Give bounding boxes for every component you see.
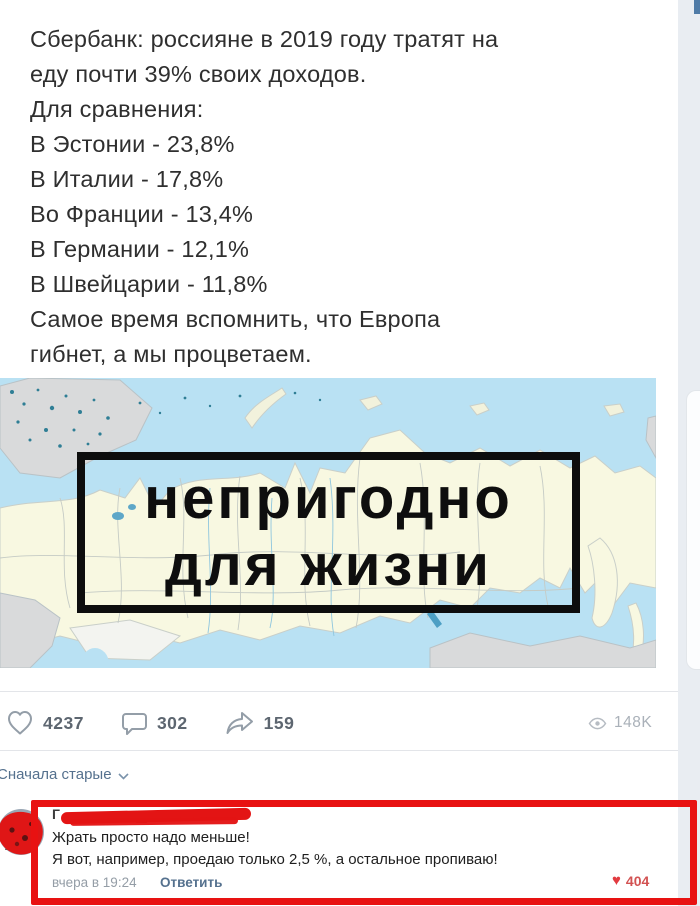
post-line: Во Франции - 13,4% [30,201,254,227]
views-eye-icon [588,717,607,730]
views-count: 148K [614,714,653,731]
post-image-map[interactable]: непригодно для жизни [0,378,656,668]
like-count: 4237 [43,712,84,733]
redaction-scribble [69,817,239,826]
sidebar-widget-edge [686,390,700,670]
meme-stamp-box: непригодно для жизни [77,452,580,613]
like-button[interactable]: 4237 [6,709,84,737]
post-line: Сбербанк: россияне в 2019 году тратят на [30,26,499,52]
comment-like-heart-icon: ♥ [612,872,621,889]
share-button[interactable]: 159 [225,710,295,736]
comment-timestamp: вчера в 19:24 [52,875,137,890]
share-count: 159 [263,712,295,733]
post-line: В Германии - 12,1% [30,236,250,262]
comment-reply-button[interactable]: Ответить [160,875,223,890]
comments-button[interactable]: 302 [121,710,188,737]
comment-text-line1: Жрать просто надо меньше! [52,829,250,846]
post-line: В Швейцарии - 11,8% [30,271,268,297]
meme-text-line2: для жизни [165,533,492,599]
divider [0,691,678,692]
comment-bubble-icon [121,710,148,737]
russia-map-graphic [0,378,656,668]
engagement-bar: 4237 302 159 [6,702,331,744]
share-arrow-icon [225,710,255,736]
post-line: Самое время вспомнить, что Европа [30,306,441,332]
comment-text-line2: Я вот, например, проедаю только 2,5 %, а… [52,851,498,868]
sort-label: Сначала старые [0,766,112,783]
post-line: Для сравнения: [30,96,204,122]
post-line: гибнет, а мы процветаем. [30,341,312,367]
divider [0,750,678,751]
comments-sort-dropdown[interactable]: Сначала старые [0,766,129,783]
scrollbar-thumb[interactable] [694,0,700,14]
views-counter: 148K [588,702,652,744]
meme-text-line1: непригодно [144,465,513,531]
heart-icon [6,709,34,737]
chevron-down-icon [117,772,129,780]
comment-like-count: 404 [625,872,650,889]
comment-like-button[interactable]: ♥ 404 [612,872,649,889]
comment-author-fragment[interactable]: Г [52,806,60,822]
comment-avatar[interactable] [0,808,45,856]
post-line: В Эстонии - 23,8% [30,131,235,157]
comment-count: 302 [156,712,188,733]
post-text: Сбербанк: россияне в 2019 году тратят на… [30,22,670,372]
post-line: В Италии - 17,8% [30,166,224,192]
post-line: еду почти 39% своих доходов. [30,61,367,87]
